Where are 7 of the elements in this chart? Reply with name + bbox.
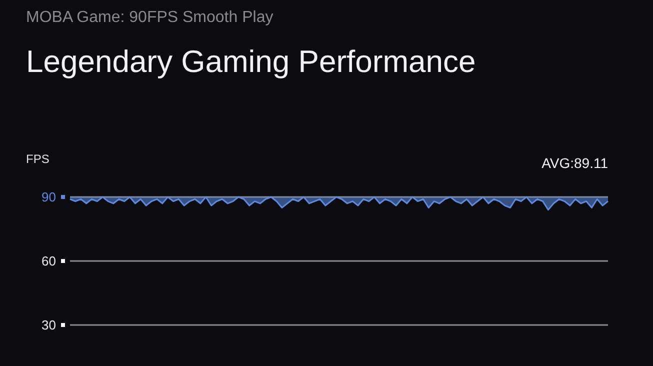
y-tick-label: 60 bbox=[42, 254, 56, 269]
text: AVG:89.11 bbox=[542, 155, 608, 171]
chart-subtitle: MOBA Game: 90FPS Smooth Play bbox=[26, 9, 274, 26]
chart-title: Legendary Gaming Performance bbox=[26, 44, 476, 79]
y-tick-label: 90 bbox=[42, 190, 56, 205]
y-axis-title: FPS bbox=[26, 152, 50, 166]
y-tick-label: 30 bbox=[42, 318, 56, 333]
